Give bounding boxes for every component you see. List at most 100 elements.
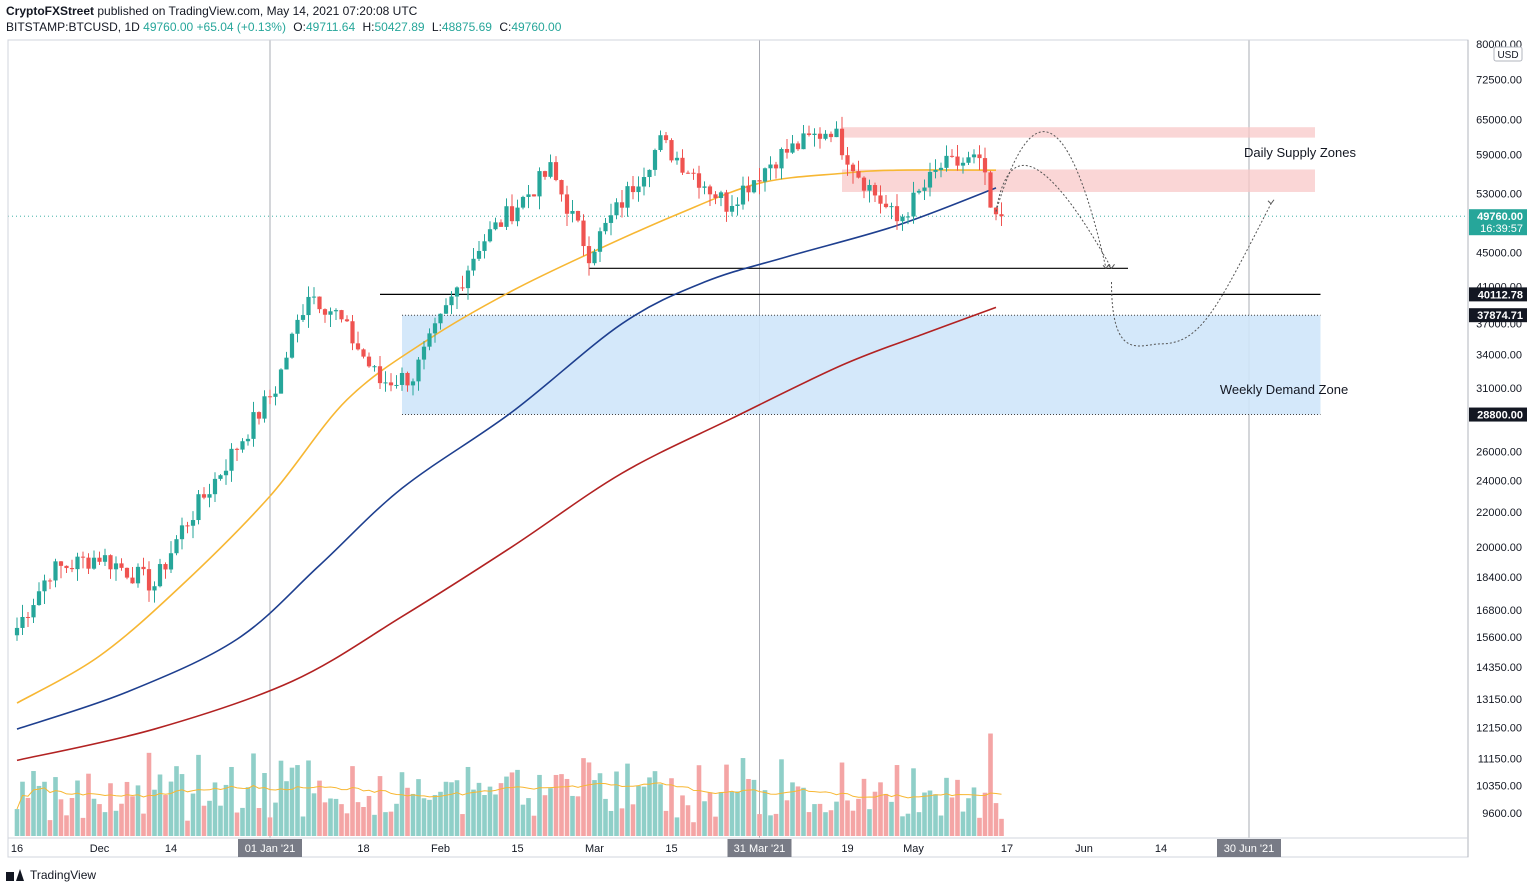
candle-body[interactable] — [229, 448, 234, 471]
candle-body[interactable] — [482, 241, 487, 251]
candle-body[interactable] — [597, 231, 603, 252]
candle-body[interactable] — [124, 567, 130, 578]
candle-body[interactable] — [284, 357, 289, 370]
candle-body[interactable] — [823, 133, 828, 139]
candle-body[interactable] — [889, 206, 894, 208]
candle-body[interactable] — [905, 216, 911, 218]
symbol-label[interactable]: BITSTAMP:BTCUSD, 1D — [6, 20, 140, 34]
candle-body[interactable] — [223, 470, 229, 476]
candle-body[interactable] — [801, 133, 806, 150]
candle-body[interactable] — [25, 616, 31, 618]
candle-body[interactable] — [405, 372, 410, 386]
candle-body[interactable] — [91, 557, 97, 569]
candle-body[interactable] — [267, 396, 273, 398]
candle-body[interactable] — [526, 194, 531, 197]
candle-body[interactable] — [757, 180, 762, 182]
candle-body[interactable] — [383, 382, 388, 384]
candle-body[interactable] — [883, 203, 889, 208]
candle-body[interactable] — [207, 494, 212, 498]
candle-body[interactable] — [531, 194, 537, 197]
candle-body[interactable] — [768, 164, 773, 169]
candle-body[interactable] — [108, 555, 113, 570]
candle-body[interactable] — [42, 580, 47, 592]
candle-body[interactable] — [416, 359, 421, 382]
candle-body[interactable] — [542, 171, 548, 177]
candle-body[interactable] — [278, 369, 284, 394]
candle-body[interactable] — [498, 222, 504, 227]
candle-body[interactable] — [707, 186, 713, 195]
candle-body[interactable] — [163, 564, 168, 570]
candle-body[interactable] — [790, 143, 795, 153]
candle-body[interactable] — [663, 135, 669, 141]
candle-body[interactable] — [454, 287, 460, 297]
candle-body[interactable] — [658, 135, 663, 151]
candle-body[interactable] — [735, 204, 740, 206]
candle-body[interactable] — [608, 215, 614, 223]
candle-body[interactable] — [944, 155, 949, 168]
candle-body[interactable] — [443, 305, 449, 314]
candle-body[interactable] — [152, 586, 157, 591]
candle-body[interactable] — [212, 478, 218, 495]
candle-body[interactable] — [53, 561, 58, 581]
candle-body[interactable] — [311, 296, 317, 298]
candle-body[interactable] — [421, 346, 427, 360]
candle-body[interactable] — [460, 287, 465, 289]
candle-body[interactable] — [245, 438, 251, 442]
candle-body[interactable] — [592, 251, 597, 264]
candle-body[interactable] — [718, 192, 724, 198]
candle-body[interactable] — [355, 343, 361, 350]
candle-body[interactable] — [157, 564, 163, 587]
candle-body[interactable] — [614, 202, 619, 216]
candle-body[interactable] — [190, 520, 196, 526]
candle-body[interactable] — [839, 128, 845, 156]
candle-body[interactable] — [102, 555, 108, 562]
candle-body[interactable] — [476, 250, 482, 259]
candle-body[interactable] — [86, 557, 91, 569]
candle-body[interactable] — [548, 162, 553, 177]
candle-body[interactable] — [856, 171, 861, 178]
candle-body[interactable] — [146, 569, 152, 591]
candle-body[interactable] — [80, 556, 86, 558]
candle-body[interactable] — [465, 270, 471, 289]
candle-body[interactable] — [372, 366, 377, 368]
candle-body[interactable] — [570, 210, 575, 214]
candle-body[interactable] — [20, 616, 25, 628]
candle-body[interactable] — [729, 205, 735, 212]
candle-body[interactable] — [289, 333, 295, 358]
candle-body[interactable] — [240, 441, 245, 450]
candle-body[interactable] — [168, 553, 174, 570]
candle-body[interactable] — [724, 192, 729, 212]
candle-body[interactable] — [680, 157, 685, 173]
candle-body[interactable] — [861, 177, 867, 191]
candle-body[interactable] — [504, 206, 509, 227]
candle-body[interactable] — [295, 319, 300, 334]
candle-body[interactable] — [515, 207, 520, 222]
candle-body[interactable] — [795, 143, 801, 150]
candle-body[interactable] — [234, 448, 240, 450]
candle-body[interactable] — [179, 525, 185, 540]
candle-body[interactable] — [537, 171, 542, 197]
candle-body[interactable] — [867, 185, 872, 191]
candle-body[interactable] — [630, 186, 636, 193]
candle-body[interactable] — [262, 396, 267, 419]
candle-body[interactable] — [196, 494, 201, 521]
candle-body[interactable] — [185, 525, 190, 527]
candle-body[interactable] — [762, 168, 768, 182]
candle-body[interactable] — [438, 313, 443, 324]
candle-body[interactable] — [603, 222, 608, 232]
candle-body[interactable] — [586, 246, 592, 264]
candle-body[interactable] — [520, 196, 526, 208]
candle-body[interactable] — [641, 177, 647, 187]
candle-body[interactable] — [58, 561, 64, 566]
candle-body[interactable] — [449, 296, 454, 306]
candle-body[interactable] — [938, 167, 944, 170]
candle-body[interactable] — [509, 206, 515, 222]
candle-body[interactable] — [911, 192, 916, 217]
candle-body[interactable] — [982, 158, 988, 173]
candle-body[interactable] — [432, 323, 438, 334]
candle-body[interactable] — [36, 591, 42, 606]
candle-body[interactable] — [69, 568, 75, 570]
candle-body[interactable] — [647, 169, 652, 178]
candle-body[interactable] — [581, 220, 586, 247]
